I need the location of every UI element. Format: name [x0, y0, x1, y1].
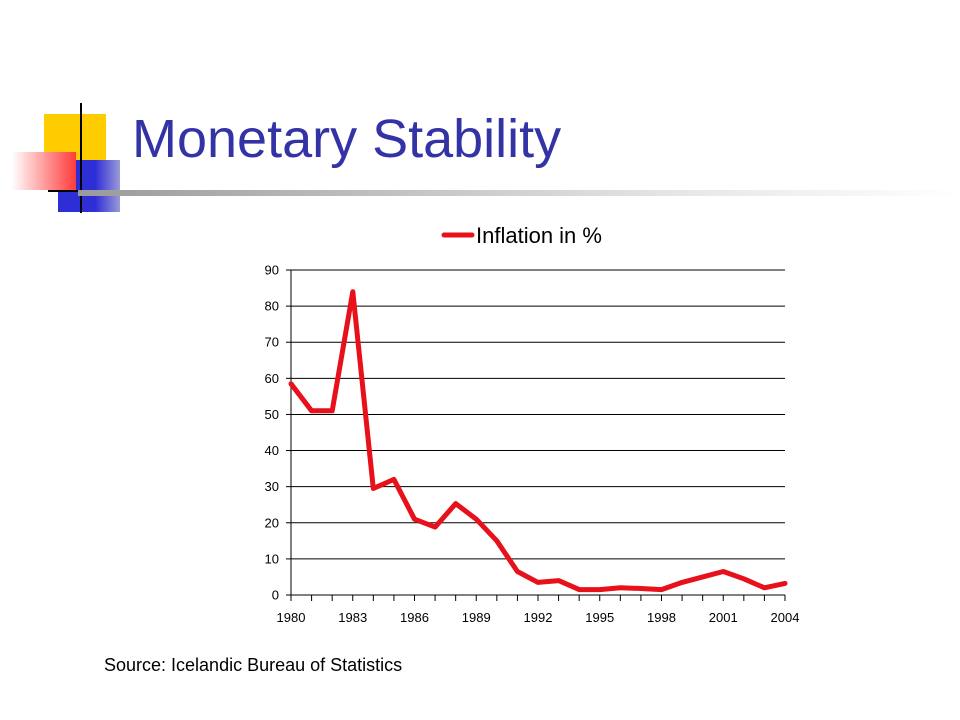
data-point: [289, 382, 293, 386]
data-point: [598, 588, 602, 592]
data-point: [413, 517, 417, 521]
y-tick-label: 10: [265, 551, 279, 566]
x-tick-label: 1986: [400, 610, 429, 625]
y-tick-label: 20: [265, 515, 279, 530]
y-tick-label: 80: [265, 299, 279, 314]
data-point: [762, 586, 766, 590]
y-tick-label: 50: [265, 407, 279, 422]
data-point: [557, 579, 561, 583]
series-line-inflation: [288, 289, 788, 593]
x-tick-label: 1983: [338, 610, 367, 625]
data-point: [495, 539, 499, 543]
data-point: [454, 502, 458, 506]
x-tick-label: 1998: [647, 610, 676, 625]
x-tick-label: 2001: [709, 610, 738, 625]
data-point: [351, 290, 355, 294]
data-point: [783, 581, 787, 585]
data-point: [618, 586, 622, 590]
y-tick-label: 0: [272, 588, 279, 603]
x-tick-label: 1980: [277, 610, 306, 625]
source-caption: Source: Icelandic Bureau of Statistics: [104, 655, 403, 675]
slide-title: Monetary Stability: [132, 109, 562, 169]
y-tick-label: 30: [265, 479, 279, 494]
data-point: [742, 577, 746, 581]
x-tick-label: 2004: [771, 610, 800, 625]
x-tick-label: 1992: [524, 610, 553, 625]
legend-label: Inflation in %: [476, 223, 602, 248]
data-point: [515, 570, 519, 574]
y-tick-label: 40: [265, 443, 279, 458]
title-underline: [78, 190, 960, 196]
data-point: [721, 570, 725, 574]
data-point: [639, 587, 643, 591]
data-point: [577, 588, 581, 592]
x-tick-label: 1989: [462, 610, 491, 625]
x-tick-label: 1995: [585, 610, 614, 625]
data-point: [680, 580, 684, 584]
data-point: [310, 409, 314, 413]
data-point: [660, 588, 664, 592]
data-point: [371, 486, 375, 490]
y-tick-label: 70: [265, 335, 279, 350]
data-point: [330, 409, 334, 413]
y-tick-label: 60: [265, 371, 279, 386]
data-point: [433, 525, 437, 529]
deco-vertical-line: [80, 103, 82, 213]
deco-red-square: [12, 152, 76, 190]
data-point: [701, 575, 705, 579]
data-point: [536, 580, 540, 584]
y-tick-label: 90: [265, 263, 279, 278]
data-point: [392, 477, 396, 481]
data-point: [474, 517, 478, 521]
